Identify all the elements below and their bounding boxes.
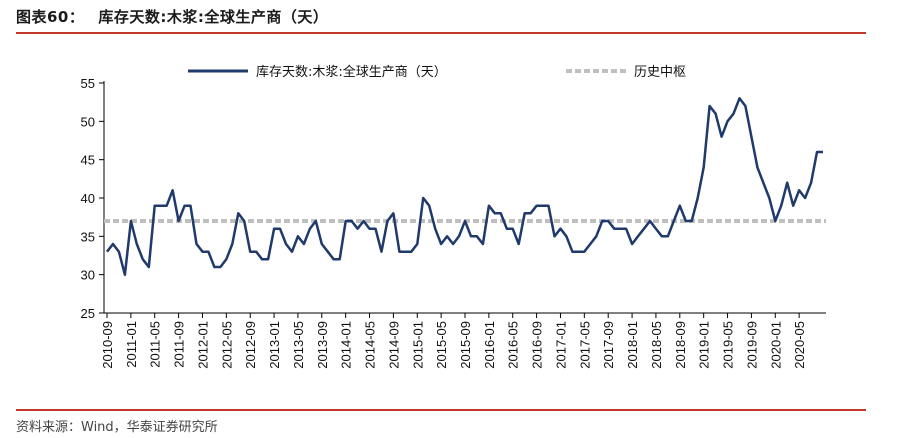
series-line bbox=[106, 97, 823, 276]
y-tick-label: 45 bbox=[81, 153, 95, 168]
x-tick-label: 2018-05 bbox=[649, 321, 664, 369]
figure-title: 图表60： 库存天数:木浆:全球生产商（天） bbox=[16, 6, 328, 27]
x-tick-label: 2018-09 bbox=[673, 321, 688, 369]
x-tick-label: 2014-09 bbox=[386, 321, 401, 369]
x-tick-label: 2010-09 bbox=[100, 321, 115, 369]
x-tick-label: 2012-09 bbox=[243, 321, 258, 369]
y-tick-label: 50 bbox=[81, 114, 95, 129]
x-tick-label: 2012-01 bbox=[195, 321, 210, 369]
y-tick-label: 30 bbox=[81, 268, 95, 283]
x-tick-label: 2016-01 bbox=[482, 321, 497, 369]
x-tick-label: 2013-09 bbox=[315, 321, 330, 369]
x-tick-label: 2011-01 bbox=[124, 321, 139, 368]
x-tick-label: 2018-01 bbox=[625, 321, 640, 369]
x-tick-label: 2019-05 bbox=[721, 321, 736, 369]
legend-label-reference: 历史中枢 bbox=[634, 65, 686, 80]
line-chart: 25 30 35 40 45 50 55 2010-09 2011-01 2011-05 2011-… bbox=[81, 64, 826, 369]
figure-label: 图表60： bbox=[16, 8, 85, 26]
x-tick-label: 2019-09 bbox=[744, 321, 759, 369]
x-tick-label: 2012-05 bbox=[219, 321, 234, 369]
footer-divider bbox=[16, 409, 866, 411]
x-tick-label: 2017-01 bbox=[553, 321, 568, 369]
x-tick-label: 2020-01 bbox=[768, 321, 783, 369]
x-tick-label: 2011-09 bbox=[172, 321, 187, 368]
y-tick-label: 35 bbox=[81, 229, 95, 244]
x-tick-label: 2016-09 bbox=[530, 321, 545, 369]
x-tick-label: 2015-09 bbox=[458, 321, 473, 369]
x-tick-label: 2017-09 bbox=[601, 321, 616, 369]
x-tick-label: 2013-01 bbox=[267, 321, 282, 369]
legend-label-series: 库存天数:木浆:全球生产商（天） bbox=[256, 64, 447, 80]
x-tick-label: 2014-05 bbox=[363, 321, 378, 369]
x-tick-label: 2015-05 bbox=[434, 321, 449, 369]
x-tick-label: 2015-01 bbox=[410, 321, 425, 369]
x-tick-label: 2013-05 bbox=[291, 321, 306, 369]
source-note: 资料来源：Wind，华泰证券研究所 bbox=[16, 420, 218, 435]
y-tick-label: 55 bbox=[81, 76, 95, 91]
x-tick-label: 2017-05 bbox=[577, 321, 592, 369]
y-tick-label: 40 bbox=[81, 191, 95, 206]
title-divider bbox=[16, 32, 866, 34]
figure-title-text: 库存天数:木浆:全球生产商（天） bbox=[98, 8, 329, 26]
y-tick-label: 25 bbox=[81, 306, 95, 321]
x-tick-label: 2020-05 bbox=[792, 321, 807, 369]
x-tick-label: 2016-05 bbox=[506, 321, 521, 369]
x-tick-label: 2014-01 bbox=[339, 321, 354, 369]
x-tick-label: 2011-05 bbox=[148, 321, 163, 368]
x-tick-label: 2019-01 bbox=[697, 321, 712, 369]
